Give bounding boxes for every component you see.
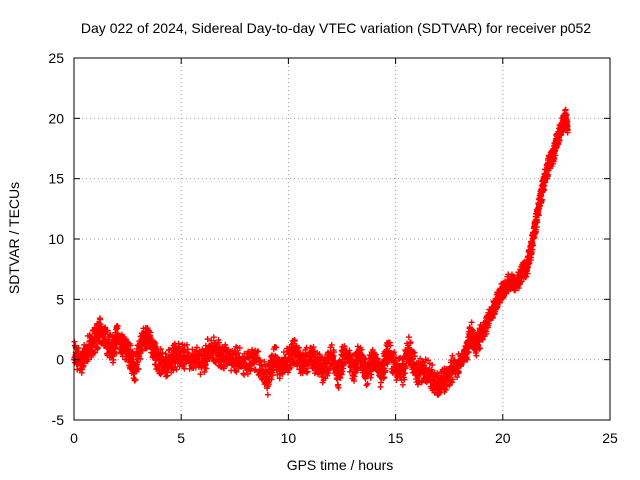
chart-title: Day 022 of 2024, Sidereal Day-to-day VTE…: [81, 20, 591, 36]
data-point: [231, 358, 238, 365]
x-tick-label: 0: [70, 430, 78, 446]
x-tick-label: 15: [388, 430, 404, 446]
data-point: [236, 344, 243, 351]
data-point: [215, 339, 222, 346]
x-axis-label: GPS time / hours: [287, 457, 394, 473]
data-point: [233, 368, 240, 375]
data-point: [183, 341, 190, 348]
data-point: [94, 345, 101, 352]
x-tick-label: 5: [177, 430, 185, 446]
data-point: [203, 365, 210, 372]
data-point: [159, 349, 166, 356]
x-tick-label: 20: [495, 430, 511, 446]
data-point: [264, 391, 271, 398]
x-tick-label: 25: [602, 430, 618, 446]
grid-lines: [74, 58, 610, 420]
data-point: [132, 376, 139, 383]
data-point: [204, 335, 211, 342]
data-point: [147, 329, 154, 336]
data-point: [261, 358, 268, 365]
data-point: [137, 355, 144, 362]
y-tick-label: 20: [48, 110, 64, 126]
data-point: [273, 344, 280, 351]
data-point: [181, 365, 188, 372]
data-point: [135, 366, 142, 373]
data-point: [92, 349, 99, 356]
data-point: [235, 350, 242, 357]
data-point: [197, 371, 204, 378]
data-point: [210, 334, 217, 341]
data-point: [170, 367, 177, 374]
data-point: [166, 347, 173, 354]
data-point: [164, 372, 171, 379]
y-tick-label: 0: [56, 352, 64, 368]
data-point: [113, 350, 120, 357]
data-point: [222, 341, 229, 348]
y-tick-label: -5: [52, 412, 65, 428]
data-point: [75, 345, 82, 352]
data-point: [119, 353, 126, 360]
y-tick-label: 5: [56, 291, 64, 307]
data-point: [243, 367, 250, 374]
data-point: [157, 346, 164, 353]
data-point: [147, 335, 154, 342]
data-point: [363, 382, 370, 389]
data-point: [110, 356, 117, 363]
data-point: [291, 337, 298, 344]
data-series: [71, 106, 571, 398]
y-axis-label: SDTVAR / TECUs: [6, 182, 22, 294]
data-point: [405, 334, 412, 341]
data-point: [107, 331, 114, 338]
data-point: [295, 344, 302, 351]
data-point: [274, 371, 281, 378]
y-tick-label: 10: [48, 231, 64, 247]
data-point: [114, 323, 121, 330]
data-point: [255, 348, 262, 355]
data-point: [280, 349, 287, 356]
data-point: [270, 366, 277, 373]
data-point: [157, 371, 164, 378]
data-point: [247, 365, 254, 372]
data-point: [127, 342, 134, 349]
data-point: [104, 327, 111, 334]
data-point: [173, 366, 180, 373]
data-point: [232, 367, 239, 374]
data-point: [268, 376, 275, 383]
data-point: [163, 373, 170, 380]
data-point: [152, 340, 159, 347]
data-point: [257, 357, 264, 364]
data-point: [129, 348, 136, 355]
y-tick-label: 25: [48, 50, 64, 66]
data-point: [399, 381, 406, 388]
data-point: [193, 344, 200, 351]
x-tick-label: 10: [281, 430, 297, 446]
data-point: [241, 371, 248, 378]
y-tick-label: 15: [48, 171, 64, 187]
data-point: [134, 361, 141, 368]
